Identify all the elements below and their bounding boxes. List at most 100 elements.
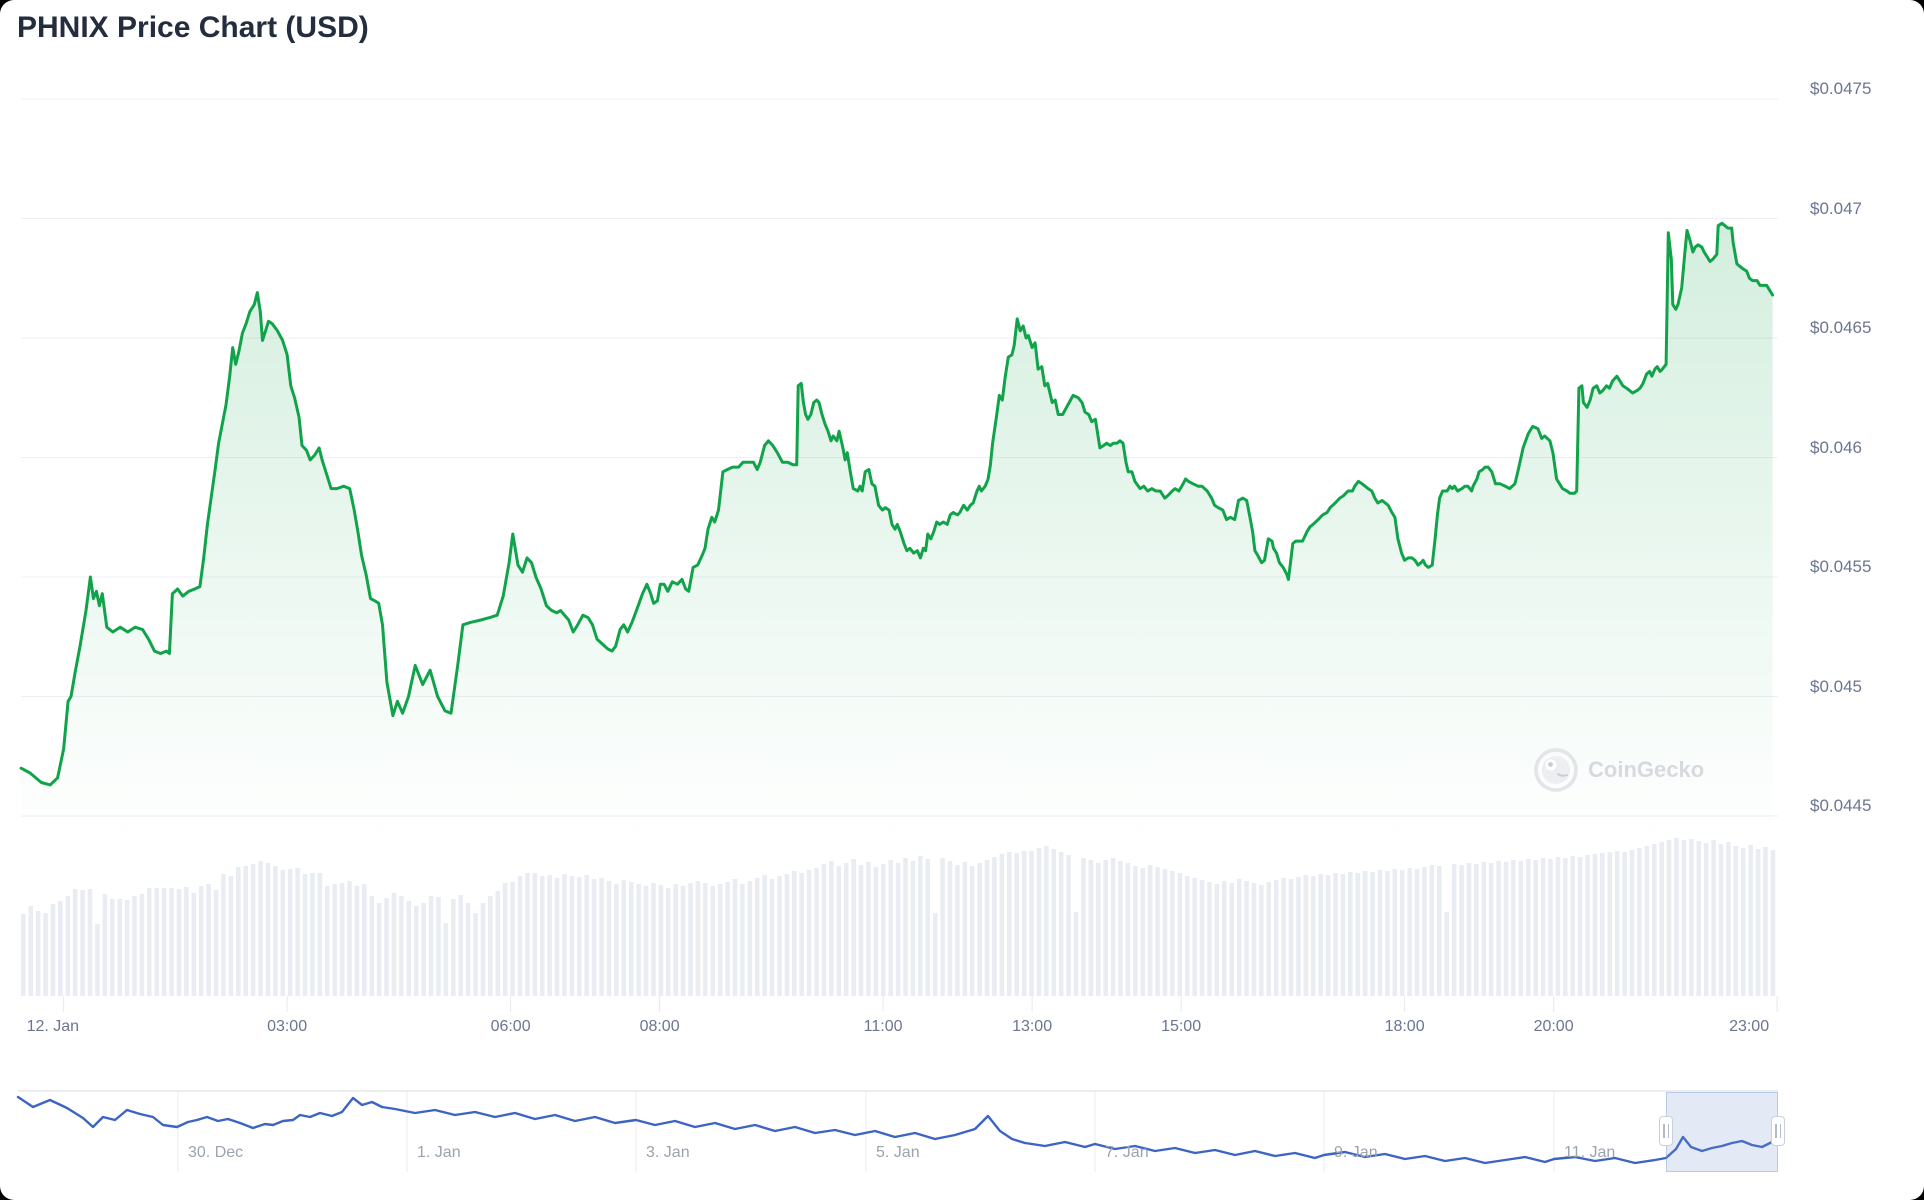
volume-bar	[436, 897, 441, 996]
volume-bar	[206, 884, 211, 996]
y-axis-label: $0.047	[1810, 198, 1862, 218]
volume-bar	[940, 858, 945, 996]
volume-bar	[450, 899, 456, 996]
navigator-right-handle[interactable]	[1771, 1116, 1785, 1146]
volume-bar	[1133, 866, 1138, 996]
navigator-gridlines	[18, 1090, 1778, 1172]
volume-bar	[28, 906, 34, 996]
volume-bar	[43, 913, 48, 996]
volume-bar	[198, 886, 204, 996]
volume-bar	[376, 903, 382, 996]
volume-bar	[1273, 880, 1279, 996]
x-axis-label: 20:00	[1533, 1018, 1574, 1035]
price-line	[19, 221, 1775, 787]
volume-bar	[1296, 877, 1301, 996]
volume-bar	[1525, 859, 1531, 996]
volume-bar	[1488, 863, 1494, 996]
volume-bar	[1318, 874, 1323, 996]
volume-bar	[591, 879, 597, 996]
volume-bar	[1029, 851, 1034, 996]
volume-bar	[1755, 849, 1761, 996]
volume-bar	[621, 880, 627, 996]
x-axis-label: 13:00	[1012, 1018, 1053, 1035]
volume-bar	[1629, 850, 1635, 996]
volume-bar	[895, 863, 901, 996]
volume-bar	[273, 866, 278, 996]
volume-bar	[154, 888, 160, 996]
price-area-fill	[21, 223, 1773, 843]
volume-bar	[228, 876, 234, 996]
volume-bar	[176, 889, 182, 996]
navigator-left-handle[interactable]	[1659, 1116, 1673, 1146]
navigator-selected-range[interactable]	[1666, 1092, 1778, 1172]
volume-bar	[384, 898, 389, 996]
volume-bar	[1674, 838, 1679, 996]
navigator-date-label: 7. Jan	[1105, 1144, 1149, 1161]
volume-bar	[1518, 861, 1524, 996]
volume-bar	[821, 864, 827, 996]
volume-bar	[1340, 874, 1346, 996]
volume-bar	[1763, 847, 1768, 996]
volume-bar	[784, 874, 790, 996]
volume-bar	[554, 878, 560, 996]
volume-bar	[1577, 857, 1583, 996]
volume-bar	[1585, 855, 1590, 996]
volume-bar	[880, 864, 886, 996]
volume-bar	[1533, 860, 1538, 996]
volume-bar	[265, 863, 271, 996]
volume-bar	[58, 901, 63, 996]
volume-bar	[1407, 868, 1412, 996]
x-axis-label: 03:00	[267, 1018, 308, 1035]
volume-bar	[614, 884, 619, 996]
volume-bar	[851, 859, 856, 996]
volume-bar	[465, 903, 471, 996]
volume-bar	[117, 899, 122, 996]
volume-bar	[873, 867, 879, 996]
volume-bar	[1081, 858, 1086, 996]
volume-bar	[339, 883, 345, 996]
volume-bar	[161, 888, 167, 996]
volume-bar	[1422, 867, 1427, 996]
volume-bar	[243, 866, 249, 996]
volume-bar	[1021, 851, 1027, 996]
volume-bar	[258, 861, 263, 996]
volume-bar	[732, 879, 738, 996]
volume-bar	[992, 857, 997, 996]
volume-bar	[406, 901, 412, 996]
volume-bar	[250, 864, 256, 996]
volume-bar	[1555, 857, 1561, 996]
volume-bar	[1740, 848, 1746, 996]
volume-bar	[688, 883, 693, 996]
navigator-line	[16, 1095, 1780, 1165]
volume-bar	[1748, 845, 1753, 996]
volume-bar	[1703, 843, 1709, 996]
volume-bar	[1147, 865, 1153, 996]
volume-bar	[1414, 869, 1420, 996]
y-axis-label: $0.045	[1810, 676, 1862, 696]
volume-bar	[72, 889, 78, 996]
volume-bar	[1251, 883, 1257, 996]
volume-bar	[362, 884, 367, 996]
volume-bar	[636, 884, 641, 996]
volume-bar	[399, 896, 404, 996]
volume-bar	[517, 876, 523, 996]
volume-bar	[932, 913, 938, 996]
navigator-date-label: 1. Jan	[417, 1144, 461, 1161]
volume-bar	[569, 876, 575, 996]
volume-bar	[50, 904, 56, 996]
volume-bar	[762, 875, 767, 996]
volume-bar	[1014, 853, 1020, 996]
volume-bar	[1548, 859, 1553, 996]
price-chart-plot-area[interactable]	[0, 0, 1924, 1085]
volume-bar	[1451, 864, 1457, 996]
volume-bar	[332, 884, 337, 996]
volume-bar	[502, 883, 508, 996]
volume-bar	[1651, 844, 1657, 996]
volume-bar	[1459, 865, 1464, 996]
volume-bar	[310, 873, 315, 996]
volume-bar	[87, 889, 93, 996]
volume-bar	[1325, 875, 1331, 996]
volume-bar	[132, 896, 137, 996]
volume-bar	[1236, 879, 1242, 996]
